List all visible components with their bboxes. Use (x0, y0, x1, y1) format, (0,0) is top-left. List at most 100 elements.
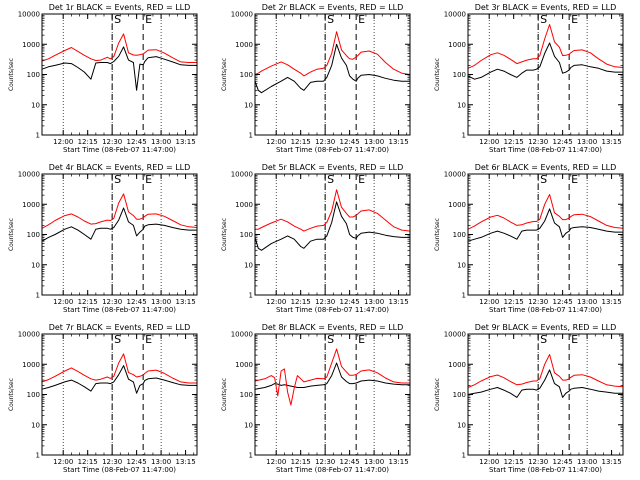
x-tick-label: 13:00 (364, 458, 384, 466)
x-tick-label: 12:00 (53, 458, 73, 466)
y-axis-label: Counts/sec (221, 218, 228, 251)
marker-label-s: S (327, 13, 334, 26)
y-tick-label: 1 (36, 132, 40, 140)
series-events (467, 42, 623, 80)
y-tick-label: 1000 (235, 361, 253, 369)
x-tick-label: 12:30 (315, 458, 335, 466)
series-lld (254, 31, 411, 77)
y-tick-label: 10 (244, 101, 253, 109)
y-tick-label: 1000 (22, 201, 40, 209)
panel-title: Det 8r BLACK = Events, RED = LLD (262, 323, 404, 332)
series-events (467, 369, 623, 398)
x-tick-label: 13:00 (151, 138, 171, 146)
x-axis-label: Start Time (08-Feb-07 11:47:00) (489, 146, 602, 154)
panel-title: Det 6r BLACK = Events, RED = LLD (475, 163, 617, 172)
series-events (254, 43, 410, 94)
x-tick-label: 13:15 (601, 298, 621, 306)
x-tick-label: 13:00 (577, 458, 597, 466)
y-tick-label: 1 (36, 292, 40, 300)
x-tick-label: 12:00 (266, 138, 286, 146)
series-events (41, 46, 197, 91)
plot-frame (467, 333, 624, 456)
y-axis-label: Counts/sec (221, 58, 228, 91)
marker-label-s: S (540, 333, 547, 346)
x-tick-label: 13:00 (577, 138, 597, 146)
marker-label-e: E (571, 173, 578, 186)
y-tick-label: 10000 (231, 11, 253, 19)
x-axis-label: Start Time (08-Feb-07 11:47:00) (63, 466, 176, 474)
x-tick-label: 12:45 (340, 458, 360, 466)
plot-frame (467, 173, 624, 296)
y-tick-label: 10 (31, 261, 40, 269)
x-tick-label: 12:30 (102, 298, 122, 306)
y-tick-label: 1 (462, 132, 466, 140)
x-tick-label: 12:45 (340, 138, 360, 146)
plot-frame (254, 173, 411, 296)
x-tick-label: 13:15 (175, 298, 195, 306)
x-tick-label: 12:15 (291, 138, 311, 146)
x-tick-label: 13:15 (175, 458, 195, 466)
y-tick-label: 10 (457, 101, 466, 109)
y-tick-label: 10000 (18, 11, 40, 19)
y-axis-label: Counts/sec (221, 378, 228, 411)
y-tick-label: 10 (457, 261, 466, 269)
y-tick-label: 1 (36, 452, 40, 460)
y-tick-label: 100 (27, 71, 40, 79)
series-lld (467, 24, 624, 69)
x-tick-label: 12:45 (553, 458, 573, 466)
y-tick-label: 100 (240, 231, 253, 239)
x-tick-label: 12:45 (127, 138, 147, 146)
plot-frame (41, 333, 198, 456)
y-tick-label: 1000 (22, 41, 40, 49)
y-tick-label: 10000 (18, 331, 40, 339)
series-lld (41, 193, 198, 229)
y-tick-label: 10 (457, 421, 466, 429)
marker-label-s: S (114, 173, 121, 186)
x-tick-label: 13:15 (388, 458, 408, 466)
y-tick-label: 10 (31, 101, 40, 109)
marker-label-s: S (327, 333, 334, 346)
x-tick-label: 12:00 (479, 138, 499, 146)
marker-label-e: E (571, 13, 578, 26)
x-tick-label: 12:15 (78, 458, 98, 466)
y-tick-label: 1 (462, 452, 466, 460)
x-tick-label: 13:00 (151, 298, 171, 306)
marker-label-s: S (540, 13, 547, 26)
x-tick-label: 12:30 (528, 298, 548, 306)
panel-title: Det 3r BLACK = Events, RED = LLD (475, 3, 617, 12)
series-lld (467, 354, 624, 388)
y-tick-label: 1000 (235, 201, 253, 209)
y-axis-label: Counts/sec (8, 218, 15, 251)
x-axis-label: Start Time (08-Feb-07 11:47:00) (63, 306, 176, 314)
marker-label-s: S (327, 173, 334, 186)
y-tick-label: 1000 (448, 201, 466, 209)
series-events (254, 201, 410, 251)
marker-label-e: E (358, 333, 365, 346)
marker-label-e: E (145, 13, 152, 26)
y-tick-label: 10 (244, 421, 253, 429)
y-tick-label: 10000 (444, 331, 466, 339)
marker-label-s: S (540, 173, 547, 186)
x-tick-label: 12:00 (266, 298, 286, 306)
y-axis-label: Counts/sec (8, 58, 15, 91)
x-tick-label: 12:30 (315, 138, 335, 146)
x-tick-label: 12:15 (78, 298, 98, 306)
x-axis-label: Start Time (08-Feb-07 11:47:00) (63, 146, 176, 154)
y-axis-label: Counts/sec (434, 378, 441, 411)
panel-title: Det 2r BLACK = Events, RED = LLD (262, 3, 404, 12)
x-tick-label: 12:00 (53, 298, 73, 306)
x-axis-label: Start Time (08-Feb-07 11:47:00) (276, 466, 389, 474)
y-axis-label: Counts/sec (434, 58, 441, 91)
x-tick-label: 13:15 (601, 138, 621, 146)
x-tick-label: 12:30 (102, 458, 122, 466)
y-tick-label: 10000 (444, 171, 466, 179)
